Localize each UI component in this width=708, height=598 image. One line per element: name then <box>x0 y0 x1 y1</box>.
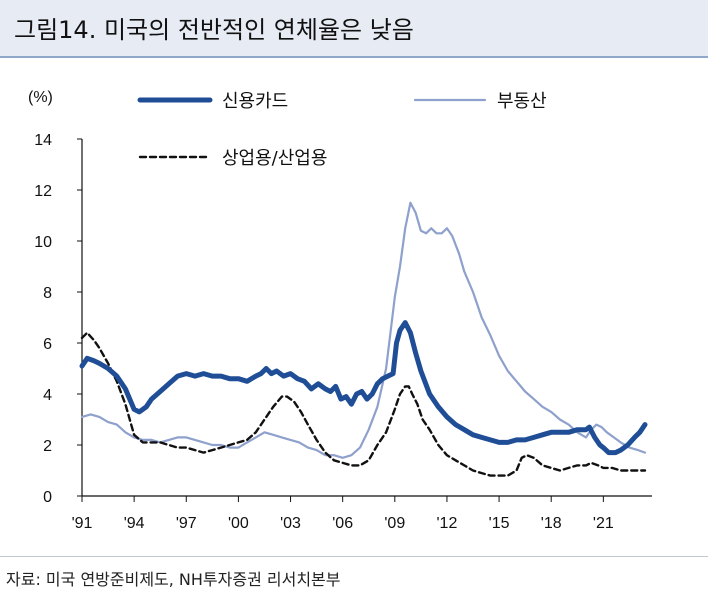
title-divider <box>0 56 708 58</box>
y-tick-label: 12 <box>34 183 52 200</box>
y-axis-unit-label: (%) <box>28 89 53 106</box>
x-tick-label: '91 <box>72 515 93 532</box>
x-tick-label: '09 <box>384 515 405 532</box>
footer-divider <box>0 556 708 557</box>
chart-series <box>79 201 648 477</box>
y-tick-label: 0 <box>43 489 52 506</box>
y-tick-label: 8 <box>43 285 52 302</box>
line-chart: 0 2 4 6 8 10 12 14 '91 '94 '97 '00 '03 '06 '09 '12 '15 '1… <box>28 89 652 532</box>
y-tick-label: 2 <box>43 438 52 455</box>
tick-labels: 0 2 4 6 8 10 12 14 '91 '94 '97 '00 '03 '06 '09 '12 '15 '1… <box>34 132 614 532</box>
x-tick-label: '00 <box>228 515 249 532</box>
figure-title: 그림14. 미국의 전반적인 연체율은 낮음 <box>14 16 414 44</box>
x-tick-label: '94 <box>124 515 145 532</box>
y-tick-label: 10 <box>34 234 52 251</box>
legend-label: 상업용/산업용 <box>222 148 327 169</box>
x-tick-label: '03 <box>280 515 301 532</box>
x-tick-label: '97 <box>176 515 197 532</box>
y-tick-label: 4 <box>43 387 52 404</box>
x-tick-label: '15 <box>489 515 510 532</box>
x-tick-label: '21 <box>593 515 614 532</box>
series-line <box>80 331 647 477</box>
series-line <box>79 320 648 456</box>
title-bar: 그림14. 미국의 전반적인 연체율은 낮음 <box>0 0 708 56</box>
legend-label: 부동산 <box>497 91 547 112</box>
y-tick-label: 14 <box>34 132 52 149</box>
series-line <box>80 201 647 459</box>
x-tick-label: '18 <box>541 515 562 532</box>
legend-label: 신용카드 <box>222 91 288 112</box>
x-tick-label: '12 <box>437 515 458 532</box>
y-tick-label: 6 <box>43 336 52 353</box>
x-tick-label: '06 <box>332 515 353 532</box>
chart-axes <box>77 138 652 502</box>
source-note: 자료: 미국 연방준비제도, NH투자증권 리서치본부 <box>6 570 341 589</box>
